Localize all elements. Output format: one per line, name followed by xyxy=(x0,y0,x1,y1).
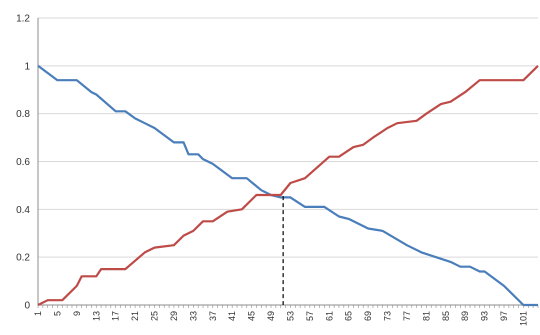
y-tick-label: 1.2 xyxy=(16,14,30,25)
x-tick-label: 93 xyxy=(480,311,490,321)
x-tick-label: 81 xyxy=(421,311,431,321)
x-tick-label: 5 xyxy=(52,311,62,316)
x-tick-label: 73 xyxy=(383,311,393,321)
x-tick-label: 33 xyxy=(188,311,198,321)
y-tick-label: 0.6 xyxy=(16,157,30,168)
y-tick-label: 0.8 xyxy=(16,109,30,120)
x-tick-label: 9 xyxy=(72,311,82,316)
x-tick-label: 57 xyxy=(305,311,315,321)
series-line-1 xyxy=(37,64,538,307)
x-tick-label: 41 xyxy=(227,311,237,321)
series-line-2 xyxy=(37,65,539,306)
y-tick-label: 0 xyxy=(24,301,30,312)
x-tick-label: 21 xyxy=(130,311,140,321)
x-tick-label: 25 xyxy=(150,311,160,321)
axes xyxy=(37,18,539,308)
x-tick-label: 101 xyxy=(518,311,528,326)
x-tick-label: 85 xyxy=(441,311,451,321)
x-tick-label: 53 xyxy=(285,311,295,321)
y-axis-ticks: 0 0.2 0.4 0.6 0.8 1 1.2 xyxy=(16,14,30,312)
y-tick-label: 0.2 xyxy=(16,253,30,264)
y-tick-label: 0.4 xyxy=(16,205,30,216)
x-tick-label: 1 xyxy=(33,311,43,316)
x-tick-label: 77 xyxy=(402,311,412,321)
x-tick-label: 97 xyxy=(499,311,509,321)
x-tick-label: 49 xyxy=(266,311,276,321)
series-lines xyxy=(37,64,539,307)
x-tick-label: 89 xyxy=(460,311,470,321)
y-tick-label: 1 xyxy=(24,61,30,72)
x-tick-label: 29 xyxy=(169,311,179,321)
x-tick-label: 45 xyxy=(247,311,257,321)
x-tick-label: 65 xyxy=(344,311,354,321)
x-tick-label: 13 xyxy=(91,311,101,321)
x-axis-ticks: 1 5 9 13 17 21 25 29 33 37 41 45 49 53 57 61 65 69 73 77 81 8… xyxy=(33,311,528,326)
x-tick-label: 69 xyxy=(363,311,373,321)
x-tick-label: 37 xyxy=(208,311,218,321)
x-tick-label: 17 xyxy=(111,311,121,321)
x-tick-label: 61 xyxy=(324,311,334,321)
gridlines xyxy=(38,17,538,258)
